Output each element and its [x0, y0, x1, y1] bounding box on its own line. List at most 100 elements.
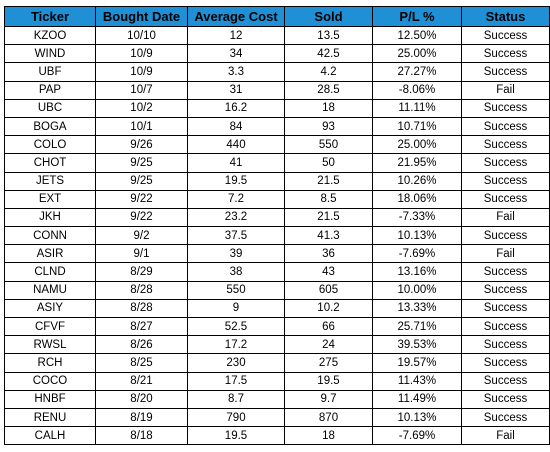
header-bought-date: Bought Date	[95, 6, 188, 27]
cell-sold: 9.7	[284, 389, 373, 409]
table-row: BOGA 10/1 84 93 10.71% Success	[4, 116, 550, 137]
cell-ticker: BOGA	[4, 116, 96, 137]
cell-bought-date: 8/28	[95, 280, 188, 300]
cell-pl-percent: 10.00%	[372, 280, 462, 300]
cell-average-cost: 84	[187, 116, 285, 137]
cell-ticker: UBF	[4, 62, 96, 82]
cell-sold: 870	[284, 407, 373, 428]
cell-pl-percent: 18.06%	[372, 189, 462, 209]
cell-ticker: CALH	[4, 426, 96, 446]
cell-ticker: JETS	[4, 171, 96, 191]
cell-bought-date: 8/18	[95, 426, 188, 446]
cell-sold: 4.2	[284, 62, 373, 82]
table-row: CONN 9/2 37.5 41.3 10.13% Success	[4, 226, 550, 246]
header-pl-percent: P/L %	[372, 6, 462, 27]
trades-table: Ticker Bought Date Average Cost Sold P/L…	[4, 6, 550, 446]
cell-status: Success	[461, 371, 550, 391]
cell-pl-percent: 39.53%	[372, 335, 462, 355]
cell-status: Success	[461, 226, 550, 246]
table-row: UBC 10/2 16.2 18 11.11% Success	[4, 98, 550, 118]
cell-ticker: COCO	[4, 371, 96, 391]
cell-status: Success	[461, 44, 550, 64]
table-row: COLO 9/26 440 550 25.00% Success	[4, 135, 550, 155]
cell-pl-percent: 10.26%	[372, 171, 462, 191]
table-row: JETS 9/25 19.5 21.5 10.26% Success	[4, 171, 550, 191]
cell-ticker: RCH	[4, 353, 96, 373]
table-row: CALH 8/18 19.5 18 -7.69% Fail	[4, 426, 550, 446]
cell-average-cost: 38	[187, 262, 285, 282]
cell-status: Success	[461, 280, 550, 300]
cell-average-cost: 7.2	[187, 189, 285, 209]
cell-ticker: COLO	[4, 135, 96, 155]
cell-sold: 605	[284, 280, 373, 300]
cell-status: Success	[461, 116, 550, 137]
table-row: JKH 9/22 23.2 21.5 -7.33% Fail	[4, 207, 550, 228]
cell-status: Success	[461, 389, 550, 409]
cell-sold: 13.5	[284, 25, 373, 46]
cell-bought-date: 9/25	[95, 153, 188, 173]
cell-ticker: RWSL	[4, 335, 96, 355]
cell-ticker: WIND	[4, 44, 96, 64]
cell-sold: 10.2	[284, 298, 373, 319]
cell-bought-date: 9/26	[95, 135, 188, 155]
cell-ticker: CONN	[4, 226, 96, 246]
table-row: EXT 9/22 7.2 8.5 18.06% Success	[4, 189, 550, 209]
cell-bought-date: 10/10	[95, 25, 188, 46]
table-row: HNBF 8/20 8.7 9.7 11.49% Success	[4, 389, 550, 409]
table-body: KZOO 10/10 12 13.5 12.50% Success WIND 10/9 34 42…	[4, 25, 550, 446]
cell-ticker: UBC	[4, 98, 96, 118]
cell-ticker: KZOO	[4, 25, 96, 46]
cell-sold: 21.5	[284, 171, 373, 191]
cell-bought-date: 9/1	[95, 244, 188, 264]
cell-ticker: PAP	[4, 80, 96, 100]
cell-bought-date: 10/1	[95, 116, 188, 137]
cell-bought-date: 10/9	[95, 44, 188, 64]
cell-average-cost: 230	[187, 353, 285, 373]
cell-bought-date: 8/27	[95, 316, 188, 337]
cell-sold: 275	[284, 353, 373, 373]
cell-average-cost: 17.5	[187, 371, 285, 391]
header-sold: Sold	[284, 6, 373, 27]
cell-bought-date: 8/25	[95, 353, 188, 373]
cell-status: Fail	[461, 207, 550, 228]
cell-sold: 18	[284, 426, 373, 446]
cell-pl-percent: 10.13%	[372, 226, 462, 246]
cell-status: Success	[461, 407, 550, 428]
cell-average-cost: 37.5	[187, 226, 285, 246]
cell-sold: 18	[284, 98, 373, 118]
header-row: Ticker Bought Date Average Cost Sold P/L…	[4, 6, 550, 27]
table-row: NAMU 8/28 550 605 10.00% Success	[4, 280, 550, 300]
table-row: KZOO 10/10 12 13.5 12.50% Success	[4, 25, 550, 46]
cell-average-cost: 19.5	[187, 426, 285, 446]
header-status: Status	[461, 6, 550, 27]
cell-bought-date: 9/25	[95, 171, 188, 191]
cell-bought-date: 10/9	[95, 62, 188, 82]
cell-pl-percent: 11.43%	[372, 371, 462, 391]
table-row: COCO 8/21 17.5 19.5 11.43% Success	[4, 371, 550, 391]
table-row: RWSL 8/26 17.2 24 39.53% Success	[4, 335, 550, 355]
cell-ticker: HNBF	[4, 389, 96, 409]
cell-pl-percent: 25.00%	[372, 135, 462, 155]
cell-bought-date: 8/29	[95, 262, 188, 282]
cell-status: Success	[461, 171, 550, 191]
cell-sold: 66	[284, 316, 373, 337]
header-ticker: Ticker	[4, 6, 96, 27]
table-row: WIND 10/9 34 42.5 25.00% Success	[4, 44, 550, 64]
cell-ticker: CFVF	[4, 316, 96, 337]
cell-bought-date: 8/26	[95, 335, 188, 355]
table-row: CFVF 8/27 52.5 66 25.71% Success	[4, 316, 550, 337]
cell-pl-percent: 21.95%	[372, 153, 462, 173]
table-row: PAP 10/7 31 28.5 -8.06% Fail	[4, 80, 550, 100]
cell-status: Fail	[461, 244, 550, 264]
cell-sold: 50	[284, 153, 373, 173]
cell-ticker: ASIY	[4, 298, 96, 319]
cell-average-cost: 34	[187, 44, 285, 64]
cell-bought-date: 8/20	[95, 389, 188, 409]
cell-sold: 36	[284, 244, 373, 264]
table-row: ASIR 9/1 39 36 -7.69% Fail	[4, 244, 550, 264]
cell-status: Success	[461, 353, 550, 373]
cell-status: Fail	[461, 80, 550, 100]
cell-ticker: NAMU	[4, 280, 96, 300]
cell-pl-percent: 12.50%	[372, 25, 462, 46]
cell-pl-percent: -7.69%	[372, 244, 462, 264]
